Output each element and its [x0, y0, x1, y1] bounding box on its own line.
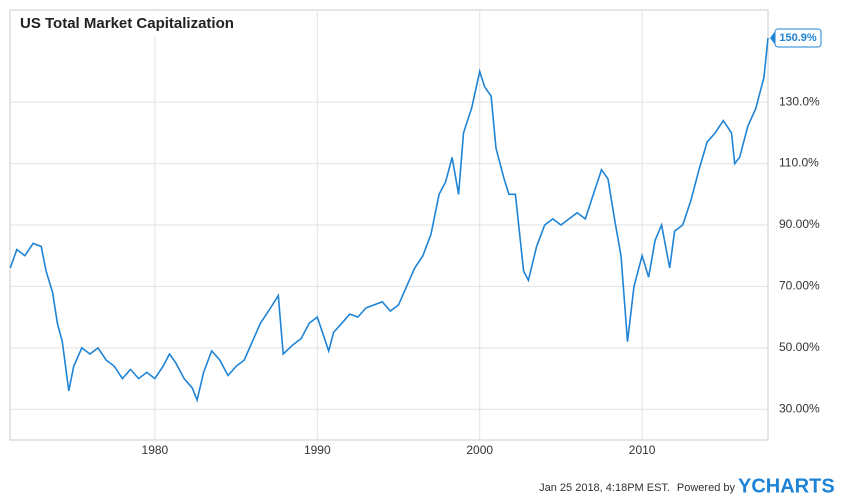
brand-logo: YCHARTS — [738, 475, 835, 497]
timestamp: Jan 25 2018, 4:18PM EST. — [539, 482, 670, 494]
y-tick-label: 90.00% — [779, 217, 820, 231]
chart-title: US Total Market Capitalization — [20, 15, 234, 32]
x-tick-label: 1980 — [142, 443, 169, 457]
lines — [9, 37, 769, 403]
title-box — [12, 12, 244, 36]
end-label-box — [774, 28, 822, 48]
x-tick-label: 1990 — [304, 443, 331, 457]
y-tick-label: 70.00% — [779, 279, 820, 293]
y-tick-label: 50.00% — [779, 340, 820, 354]
powered-by: Powered by — [677, 482, 736, 494]
end-label: 150.9% — [779, 32, 817, 44]
grid — [10, 10, 768, 440]
line-series — [9, 37, 769, 403]
y-tick-label: 110.0% — [779, 156, 819, 170]
x-tick-label: 2000 — [466, 443, 493, 457]
x-tick-label: 2010 — [629, 443, 656, 457]
y-tick-label: 30.00% — [779, 401, 820, 415]
y-tick-label: 130.0% — [779, 94, 820, 108]
